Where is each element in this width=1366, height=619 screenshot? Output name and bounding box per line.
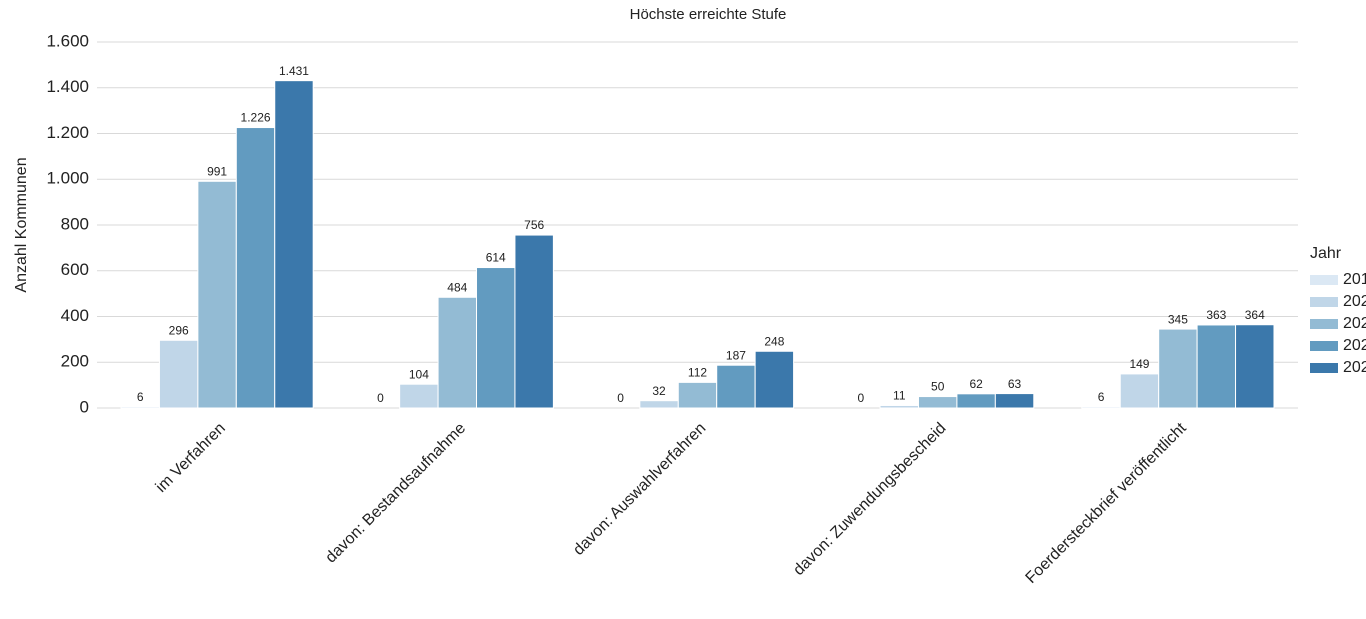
x-tick-label: Foerdersteckbrief veröffentlicht — [1023, 419, 1191, 587]
y-tick-label: 800 — [61, 214, 89, 233]
value-label: 187 — [726, 348, 746, 362]
y-tick-label: 600 — [61, 260, 89, 279]
value-label: 6 — [1098, 390, 1105, 404]
chart-title: Höchste erreichte Stufe — [630, 6, 787, 23]
bar — [639, 400, 679, 409]
value-label: 991 — [207, 164, 227, 178]
bar — [158, 339, 199, 409]
value-label: 364 — [1245, 308, 1265, 322]
bar — [274, 80, 314, 409]
bar — [754, 350, 795, 409]
legend-label: 2023 — [1343, 359, 1366, 376]
bar — [1081, 406, 1121, 409]
value-label: 0 — [857, 391, 864, 405]
x-tick-label: im Verfahren — [153, 420, 229, 496]
value-label: 1.226 — [241, 111, 271, 125]
legend-swatch — [1310, 363, 1338, 373]
bar — [956, 393, 996, 409]
bar — [476, 267, 516, 409]
value-label: 0 — [617, 391, 624, 405]
legend-label: 2021 — [1343, 315, 1366, 332]
bar — [994, 393, 1035, 409]
bar — [120, 406, 160, 409]
value-label: 149 — [1129, 357, 1149, 371]
x-tick-label: davon: Zuwendungsbescheid — [790, 420, 949, 579]
y-tick-label: 1.000 — [46, 169, 89, 188]
value-label: 62 — [969, 377, 983, 391]
bar — [1196, 324, 1237, 409]
value-label: 63 — [1008, 377, 1022, 391]
value-label: 104 — [409, 367, 429, 381]
legend-swatch — [1310, 341, 1338, 351]
value-label: 296 — [169, 323, 189, 337]
bar — [1158, 328, 1198, 409]
y-tick-label: 400 — [61, 306, 89, 325]
legend-label: 2019 — [1343, 271, 1366, 288]
legend-swatch — [1310, 275, 1338, 285]
value-label: 1.431 — [279, 64, 309, 78]
bar — [1235, 324, 1275, 409]
value-label: 50 — [931, 380, 945, 394]
value-label: 0 — [377, 391, 384, 405]
value-label: 345 — [1168, 312, 1188, 326]
value-label: 363 — [1206, 308, 1226, 322]
y-axis-label: Anzahl Kommunen — [13, 157, 30, 292]
bar — [677, 381, 718, 409]
x-tick-label: davon: Auswahlverfahren — [570, 420, 709, 559]
value-label: 112 — [688, 366, 707, 380]
value-label: 11 — [893, 389, 906, 403]
bar — [917, 396, 958, 409]
y-tick-label: 200 — [61, 352, 89, 371]
bar — [879, 404, 919, 409]
bar — [716, 364, 756, 409]
bar — [437, 296, 478, 409]
bar — [197, 180, 237, 409]
value-label: 614 — [486, 251, 506, 265]
bar — [399, 383, 439, 409]
value-label: 756 — [524, 218, 544, 232]
x-tick-label: davon: Bestandsaufnahme — [322, 420, 469, 567]
y-tick-label: 1.600 — [46, 31, 89, 50]
legend-label: 2020 — [1343, 293, 1366, 310]
value-label: 484 — [447, 280, 467, 294]
legend-title: Jahr — [1310, 245, 1342, 262]
value-label: 32 — [652, 384, 666, 398]
y-tick-label: 0 — [80, 397, 89, 416]
bar — [1119, 373, 1160, 409]
legend-swatch — [1310, 319, 1338, 329]
y-tick-label: 1.400 — [46, 77, 89, 96]
legend-swatch — [1310, 297, 1338, 307]
bar — [514, 234, 554, 409]
y-tick-label: 1.200 — [46, 123, 89, 142]
value-label: 248 — [764, 334, 784, 348]
value-label: 6 — [137, 390, 144, 404]
bar — [235, 127, 276, 409]
